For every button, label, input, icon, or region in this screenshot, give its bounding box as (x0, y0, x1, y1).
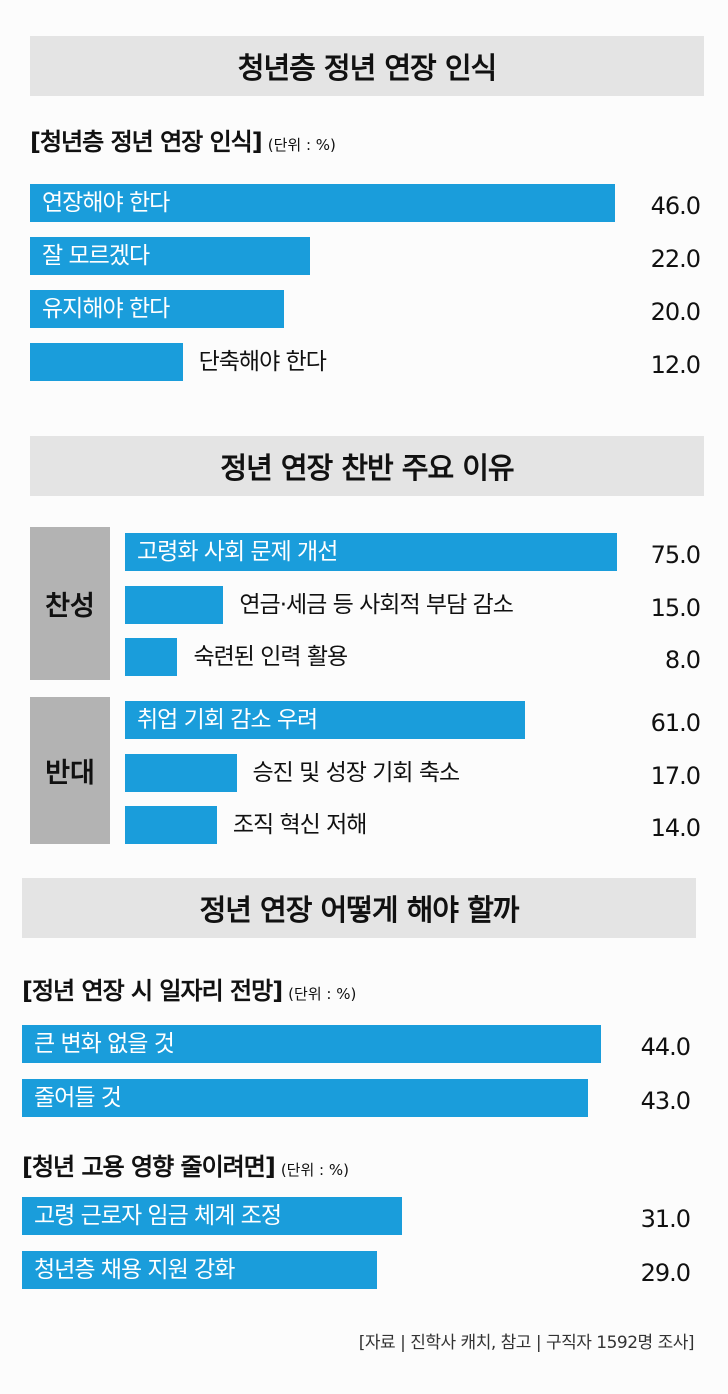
bar-value-c2-g0-1: 15.0 (650, 594, 701, 622)
bar-value-c2-g1-1: 17.0 (650, 762, 701, 790)
section-title-3: 정년 연장 어떻게 해야 할까 (199, 893, 520, 927)
source-note: [자료 | 진학사 캐치, 참고 | 구직자 1592명 조사] (358, 1333, 695, 1353)
bar-value-c2-g1-0: 61.0 (650, 709, 701, 737)
bar-c2-g1-2 (125, 806, 217, 844)
bar-label-c4-0: 고령 근로자 임금 체계 조정 (34, 1203, 282, 1229)
bar-value-c2-g1-2: 14.0 (650, 814, 701, 842)
chart3-title: [정년 연장 시 일자리 전망] (22, 977, 283, 1005)
bar-c1-1 (30, 237, 310, 275)
section-header-1: 청년층 정년 연장 인식 (30, 36, 704, 96)
bar-c2-g0-1 (125, 586, 224, 624)
chart3-heading: [정년 연장 시 일자리 전망] (단위 : %) (22, 971, 356, 1006)
group-agree-label: 찬성 (45, 591, 95, 622)
bar-label-c2-g1-0: 취업 기회 감소 우려 (137, 707, 318, 733)
bar-label-c2-g0-0: 고령화 사회 문제 개선 (137, 539, 338, 565)
bar-value-c4-0: 31.0 (640, 1205, 691, 1233)
bar-c4-1 (22, 1251, 378, 1289)
bar-label-c3-1: 줄어들 것 (34, 1085, 122, 1111)
chart1-title: [청년층 정년 연장 인식] (30, 128, 263, 156)
section-header-2: 정년 연장 찬반 주요 이유 (30, 436, 704, 496)
group-oppose-label: 반대 (45, 758, 95, 789)
section-header-3: 정년 연장 어떻게 해야 할까 (22, 878, 696, 938)
bar-c3-0 (22, 1025, 601, 1063)
bar-value-c1-2: 20.0 (650, 298, 701, 326)
chart4-heading: [청년 고용 영향 줄이려면] (단위 : %) (22, 1147, 349, 1182)
bar-label-c2-g1-1: 승진 및 성장 기회 축소 (252, 760, 461, 786)
chart1-heading: [청년층 정년 연장 인식] (단위 : %) (30, 122, 336, 157)
bar-value-c2-g0-2: 8.0 (664, 646, 701, 674)
bar-label-c2-g1-2: 조직 혁신 저해 (232, 812, 368, 838)
bar-c2-g0-0 (125, 533, 617, 571)
bar-label-c1-1: 잘 모르겠다 (42, 243, 150, 269)
bar-label-c4-1: 청년층 채용 지원 강화 (34, 1257, 235, 1283)
chart4-title: [청년 고용 영향 줄이려면] (22, 1153, 276, 1181)
bar-label-c1-2: 유지해야 한다 (42, 296, 170, 322)
bar-c4-0 (22, 1197, 402, 1235)
chart4-unit: (단위 : %) (280, 1161, 349, 1179)
section-title-2: 정년 연장 찬반 주요 이유 (220, 451, 514, 485)
bar-c1-2 (30, 290, 285, 328)
bar-c1-3 (30, 343, 183, 381)
bar-value-c3-0: 44.0 (640, 1033, 691, 1061)
bar-label-c1-3: 단축해야 한다 (198, 349, 327, 375)
bar-value-c2-g0-0: 75.0 (650, 541, 701, 569)
bar-value-c1-1: 22.0 (650, 245, 701, 273)
chart3-unit: (단위 : %) (288, 985, 357, 1003)
bar-c3-1 (22, 1079, 588, 1117)
bar-c2-g1-1 (125, 754, 237, 792)
bar-label-c1-0: 연장해야 한다 (42, 190, 170, 216)
bar-c2-g1-0 (125, 701, 526, 739)
bar-label-c3-0: 큰 변화 없을 것 (34, 1031, 175, 1057)
bar-c1-0 (30, 184, 615, 222)
bar-label-c2-g0-1: 연금·세금 등 사회적 부담 감소 (239, 592, 513, 618)
chart1-unit: (단위 : %) (267, 136, 336, 154)
bar-value-c1-3: 12.0 (650, 351, 701, 379)
bar-label-c2-g0-2: 숙련된 인력 활용 (193, 644, 348, 670)
section-title-1: 청년층 정년 연장 인식 (237, 51, 497, 85)
group-tag-agree: 찬성 (30, 527, 110, 680)
bar-value-c1-0: 46.0 (650, 192, 701, 220)
group-tag-oppose: 반대 (30, 697, 110, 844)
bar-value-c3-1: 43.0 (640, 1087, 691, 1115)
bar-value-c4-1: 29.0 (640, 1259, 691, 1287)
bar-c2-g0-2 (125, 638, 178, 676)
